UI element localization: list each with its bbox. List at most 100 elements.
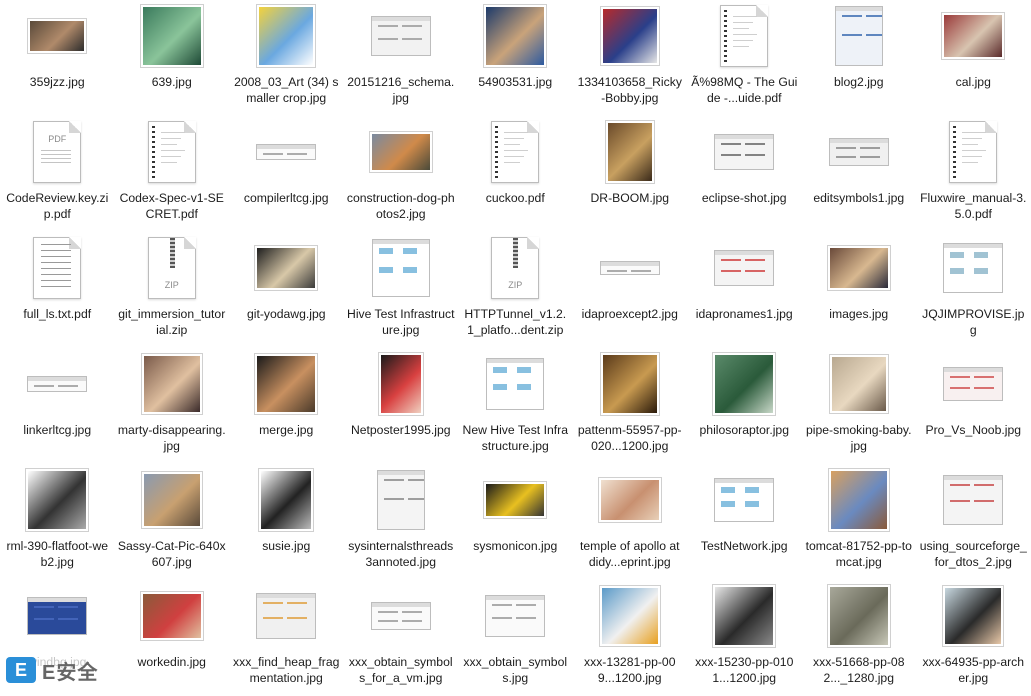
- file-item[interactable]: 54903531.jpg: [458, 0, 573, 116]
- file-name: temple of apollo at didy...eprint.jpg: [576, 538, 684, 570]
- file-item[interactable]: cuckoo.pdf: [458, 116, 573, 232]
- file-item[interactable]: New Hive Test Infrastructure.jpg: [458, 348, 573, 464]
- file-item[interactable]: xxx-15230-pp-0101...1200.jpg: [687, 580, 802, 696]
- screenshot-thumbnail-icon: [25, 584, 89, 648]
- file-item[interactable]: temple of apollo at didy...eprint.jpg: [573, 464, 688, 580]
- screenshot-thumbnail-icon: [941, 352, 1005, 416]
- pdf-document-icon: [483, 120, 547, 184]
- file-item[interactable]: construction-dog-photos2.jpg: [344, 116, 459, 232]
- file-item[interactable]: workedin.jpg: [115, 580, 230, 696]
- file-name: eclipse-shot.jpg: [690, 190, 798, 206]
- file-item[interactable]: compilerltcg.jpg: [229, 116, 344, 232]
- file-name: sysinternalsthreads3annoted.jpg: [347, 538, 455, 570]
- file-item[interactable]: philosoraptor.jpg: [687, 348, 802, 464]
- file-item[interactable]: pipe-smoking-baby.jpg: [802, 348, 917, 464]
- watermark-logo-icon: E: [6, 657, 36, 683]
- file-name: images.jpg: [805, 306, 913, 322]
- file-item[interactable]: xxx-64935-pp-archer.jpg: [916, 580, 1031, 696]
- file-item[interactable]: editsymbols1.jpg: [802, 116, 917, 232]
- file-item[interactable]: sysinternalsthreads3annoted.jpg: [344, 464, 459, 580]
- file-name: 2008_03_Art (34) smaller crop.jpg: [232, 74, 340, 106]
- image-thumbnail-icon: [140, 468, 204, 532]
- image-thumbnail-icon: [827, 236, 891, 300]
- file-item[interactable]: 359jzz.jpg: [0, 0, 115, 116]
- file-name: xxx_find_heap_fragmentation.jpg: [232, 654, 340, 686]
- image-thumbnail-icon: [598, 352, 662, 416]
- image-thumbnail-icon: [140, 4, 204, 68]
- file-item[interactable]: tomcat-81752-pp-tomcat.jpg: [802, 464, 917, 580]
- file-item[interactable]: xxx-51668-pp-082..._1280.jpg: [802, 580, 917, 696]
- file-item[interactable]: DR-BOOM.jpg: [573, 116, 688, 232]
- file-item[interactable]: Codex-Spec-v1-SECRET.pdf: [115, 116, 230, 232]
- image-thumbnail-icon: [254, 468, 318, 532]
- file-item[interactable]: pattenm-55957-pp-020...1200.jpg: [573, 348, 688, 464]
- file-name: TestNetwork.jpg: [690, 538, 798, 554]
- file-item[interactable]: xxx_obtain_symbols_for_a_vm.jpg: [344, 580, 459, 696]
- file-item[interactable]: PDF CodeReview.key.zip.pdf: [0, 116, 115, 232]
- watermark: E E安全: [6, 653, 130, 687]
- image-thumbnail-icon: [140, 584, 204, 648]
- file-item[interactable]: idapronames1.jpg: [687, 232, 802, 348]
- screenshot-thumbnail-icon: [254, 120, 318, 184]
- file-name: Netposter1995.jpg: [347, 422, 455, 438]
- image-thumbnail-icon: [369, 352, 433, 416]
- file-item[interactable]: 20151216_schema.jpg: [344, 0, 459, 116]
- image-thumbnail-icon: [941, 584, 1005, 648]
- file-item[interactable]: JQJIMPROVISE.jpg: [916, 232, 1031, 348]
- screenshot-thumbnail-icon: [369, 584, 433, 648]
- screenshot-thumbnail-icon: [827, 4, 891, 68]
- file-item[interactable]: eclipse-shot.jpg: [687, 116, 802, 232]
- file-item[interactable]: 639.jpg: [115, 0, 230, 116]
- file-item[interactable]: cal.jpg: [916, 0, 1031, 116]
- file-name: merge.jpg: [232, 422, 340, 438]
- file-item[interactable]: xxx-13281-pp-009...1200.jpg: [573, 580, 688, 696]
- file-name: Sassy-Cat-Pic-640x607.jpg: [118, 538, 226, 570]
- file-item[interactable]: linkerltcg.jpg: [0, 348, 115, 464]
- image-thumbnail-icon: [598, 468, 662, 532]
- file-item[interactable]: Netposter1995.jpg: [344, 348, 459, 464]
- file-item[interactable]: susie.jpg: [229, 464, 344, 580]
- image-thumbnail-icon: [827, 584, 891, 648]
- screenshot-thumbnail-icon: [254, 584, 318, 648]
- diagram-thumbnail-icon: [483, 352, 547, 416]
- file-item[interactable]: xxx_find_heap_fragmentation.jpg: [229, 580, 344, 696]
- file-item[interactable]: git-yodawg.jpg: [229, 232, 344, 348]
- file-name: git_immersion_tutorial.zip: [118, 306, 226, 338]
- file-item[interactable]: Ã%98MQ - The Guide -...uide.pdf: [687, 0, 802, 116]
- file-name: pattenm-55957-pp-020...1200.jpg: [576, 422, 684, 454]
- file-name: xxx-51668-pp-082..._1280.jpg: [805, 654, 913, 686]
- file-item[interactable]: using_sourceforge_for_dtos_2.jpg: [916, 464, 1031, 580]
- image-thumbnail-icon: [827, 468, 891, 532]
- file-name: xxx_obtain_symbols_for_a_vm.jpg: [347, 654, 455, 686]
- file-name: linkerltcg.jpg: [3, 422, 111, 438]
- file-name: compilerltcg.jpg: [232, 190, 340, 206]
- file-item[interactable]: full_ls.txt.pdf: [0, 232, 115, 348]
- pdf-document-icon: [25, 236, 89, 300]
- file-item[interactable]: merge.jpg: [229, 348, 344, 464]
- file-item[interactable]: images.jpg: [802, 232, 917, 348]
- file-item[interactable]: 2008_03_Art (34) smaller crop.jpg: [229, 0, 344, 116]
- file-item[interactable]: Sassy-Cat-Pic-640x607.jpg: [115, 464, 230, 580]
- file-item[interactable]: marty-disappearing.jpg: [115, 348, 230, 464]
- file-name: Pro_Vs_Noob.jpg: [919, 422, 1027, 438]
- file-name: construction-dog-photos2.jpg: [347, 190, 455, 222]
- image-thumbnail-icon: [827, 352, 891, 416]
- file-item[interactable]: Fluxwire_manual-3.5.0.pdf: [916, 116, 1031, 232]
- image-thumbnail-icon: [254, 352, 318, 416]
- file-item[interactable]: Pro_Vs_Noob.jpg: [916, 348, 1031, 464]
- file-name: xxx-64935-pp-archer.jpg: [919, 654, 1027, 686]
- file-item[interactable]: idaproexcept2.jpg: [573, 232, 688, 348]
- screenshot-thumbnail-icon: [827, 120, 891, 184]
- file-item[interactable]: rml-390-flatfoot-web2.jpg: [0, 464, 115, 580]
- file-item[interactable]: ZIP git_immersion_tutorial.zip: [115, 232, 230, 348]
- file-item[interactable]: sysmonicon.jpg: [458, 464, 573, 580]
- file-item[interactable]: Hive Test Infrastructure.jpg: [344, 232, 459, 348]
- file-item[interactable]: ZIP HTTPTunnel_v1.2.1_platfo...dent.zip: [458, 232, 573, 348]
- file-item[interactable]: 1334103658_Ricky-Bobby.jpg: [573, 0, 688, 116]
- diagram-thumbnail-icon: [941, 236, 1005, 300]
- file-name: CodeReview.key.zip.pdf: [3, 190, 111, 222]
- file-item[interactable]: xxx_obtain_symbols.jpg: [458, 580, 573, 696]
- screenshot-thumbnail-icon: [369, 468, 433, 532]
- file-item[interactable]: TestNetwork.jpg: [687, 464, 802, 580]
- file-item[interactable]: blog2.jpg: [802, 0, 917, 116]
